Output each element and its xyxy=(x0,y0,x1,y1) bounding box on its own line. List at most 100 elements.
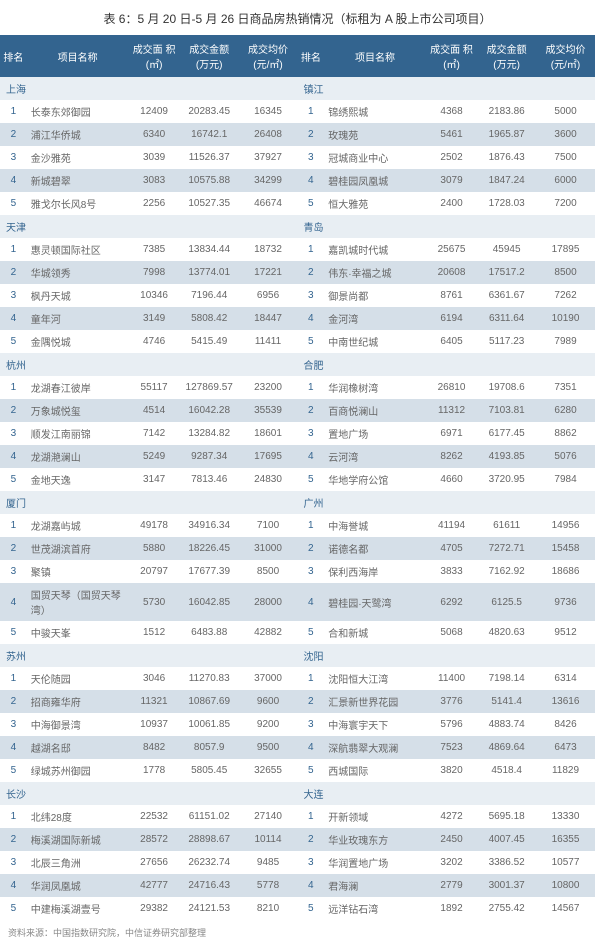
cell-area: 4660 xyxy=(426,468,477,491)
cell-area: 1778 xyxy=(128,759,179,782)
cell-rank: 4 xyxy=(0,445,27,468)
cell-name: 顺发江南丽锦 xyxy=(27,422,129,445)
cell-price: 18601 xyxy=(239,422,298,445)
cell-amount: 16042.28 xyxy=(180,399,239,422)
cell-area: 11321 xyxy=(128,690,179,713)
city-left: 上海 xyxy=(0,77,297,100)
cell-price: 15458 xyxy=(536,537,595,560)
cell-price: 6314 xyxy=(536,667,595,690)
cell-rank: 2 xyxy=(297,261,324,284)
cell-area: 3147 xyxy=(128,468,179,491)
cell-name: 恒大雅苑 xyxy=(324,192,426,215)
cell-rank: 1 xyxy=(0,238,27,261)
cell-price: 32655 xyxy=(239,759,298,782)
cell-amount: 4193.85 xyxy=(477,445,536,468)
cell-amount: 19708.6 xyxy=(477,376,536,399)
cell-rank: 1 xyxy=(0,667,27,690)
cell-area: 2502 xyxy=(426,146,477,169)
cell-rank: 3 xyxy=(0,713,27,736)
cell-area: 26810 xyxy=(426,376,477,399)
cell-price: 18686 xyxy=(536,560,595,583)
cell-price: 34299 xyxy=(239,169,298,192)
cell-price: 18732 xyxy=(239,238,298,261)
cell-rank: 5 xyxy=(297,330,324,353)
cell-area: 12409 xyxy=(128,100,179,123)
table-row: 5金地天逸31477813.46248305华地学府公馆46603720.957… xyxy=(0,468,595,491)
cell-rank: 5 xyxy=(0,759,27,782)
cell-amount: 11526.37 xyxy=(180,146,239,169)
cell-rank: 3 xyxy=(0,851,27,874)
cell-price: 24830 xyxy=(239,468,298,491)
cell-area: 2450 xyxy=(426,828,477,851)
cell-area: 8262 xyxy=(426,445,477,468)
cell-area: 4368 xyxy=(426,100,477,123)
cell-price: 23200 xyxy=(239,376,298,399)
table-row: 5雅戈尔长风8号225610527.35466745恒大雅苑24001728.0… xyxy=(0,192,595,215)
cell-amount: 17677.39 xyxy=(180,560,239,583)
cell-amount: 45945 xyxy=(477,238,536,261)
table-row: 4龙湖滟澜山52499287.34176954云河湾82624193.85507… xyxy=(0,445,595,468)
cell-name: 招商雍华府 xyxy=(27,690,129,713)
cell-rank: 4 xyxy=(297,583,324,621)
cell-price: 14567 xyxy=(536,897,595,920)
table-row: 3枫丹天城103467196.4469563御景尚都87616361.67726… xyxy=(0,284,595,307)
cell-rank: 4 xyxy=(297,169,324,192)
cell-amount: 4518.4 xyxy=(477,759,536,782)
cell-price: 26408 xyxy=(239,123,298,146)
cell-price: 8426 xyxy=(536,713,595,736)
hdr-area-r: 成交面 积(㎡) xyxy=(426,35,477,77)
hdr-area-l: 成交面 积(㎡) xyxy=(128,35,179,77)
cell-amount: 5695.18 xyxy=(477,805,536,828)
cell-rank: 5 xyxy=(0,621,27,644)
cell-rank: 2 xyxy=(0,261,27,284)
cell-area: 7385 xyxy=(128,238,179,261)
hdr-rank-r: 排名 xyxy=(297,35,324,77)
city-left: 厦门 xyxy=(0,491,297,514)
cell-name: 深航翡翠大观澜 xyxy=(324,736,426,759)
cell-amount: 1965.87 xyxy=(477,123,536,146)
cell-price: 9600 xyxy=(239,690,298,713)
cell-area: 2779 xyxy=(426,874,477,897)
table-row: 3金沙雅苑303911526.37379273冠城商业中心25021876.43… xyxy=(0,146,595,169)
cell-amount: 13774.01 xyxy=(180,261,239,284)
cell-area: 55117 xyxy=(128,376,179,399)
cell-name: 中海御景湾 xyxy=(27,713,129,736)
cell-area: 1512 xyxy=(128,621,179,644)
city-left: 天津 xyxy=(0,215,297,238)
cell-price: 10114 xyxy=(239,828,298,851)
city-left: 苏州 xyxy=(0,644,297,667)
cell-name: 万象城悦玺 xyxy=(27,399,129,422)
cell-name: 百商悦澜山 xyxy=(324,399,426,422)
cell-name: 沈阳恒大江湾 xyxy=(324,667,426,690)
cell-price: 9512 xyxy=(536,621,595,644)
table-row: 2招商雍华府1132110867.6996002汇景新世界花园37765141.… xyxy=(0,690,595,713)
cell-rank: 3 xyxy=(297,851,324,874)
city-row: 上海镇江 xyxy=(0,77,595,100)
cell-name: 御景尚都 xyxy=(324,284,426,307)
cell-area: 3039 xyxy=(128,146,179,169)
cell-price: 16355 xyxy=(536,828,595,851)
cell-area: 3820 xyxy=(426,759,477,782)
table-row: 1北纬28度2253261151.02271401开新领域42725695.18… xyxy=(0,805,595,828)
cell-amount: 7272.71 xyxy=(477,537,536,560)
cell-amount: 1876.43 xyxy=(477,146,536,169)
cell-amount: 20283.45 xyxy=(180,100,239,123)
cell-price: 11829 xyxy=(536,759,595,782)
cell-name: 开新领域 xyxy=(324,805,426,828)
cell-rank: 3 xyxy=(0,146,27,169)
cell-name: 中建梅溪湖壹号 xyxy=(27,897,129,920)
table-row: 1惠灵顿国际社区738513834.44187321嘉凯城时代城25675459… xyxy=(0,238,595,261)
city-row: 苏州沈阳 xyxy=(0,644,595,667)
table-row: 5绿城苏州御园17785805.45326555西城国际38204518.411… xyxy=(0,759,595,782)
cell-name: 世茂湖滨首府 xyxy=(27,537,129,560)
cell-price: 14956 xyxy=(536,514,595,537)
cell-name: 汇景新世界花园 xyxy=(324,690,426,713)
cell-area: 42777 xyxy=(128,874,179,897)
cell-rank: 2 xyxy=(297,537,324,560)
cell-rank: 4 xyxy=(297,307,324,330)
cell-amount: 4869.64 xyxy=(477,736,536,759)
cell-name: 华城领秀 xyxy=(27,261,129,284)
cell-rank: 4 xyxy=(0,736,27,759)
cell-rank: 3 xyxy=(297,284,324,307)
city-right: 沈阳 xyxy=(297,644,595,667)
